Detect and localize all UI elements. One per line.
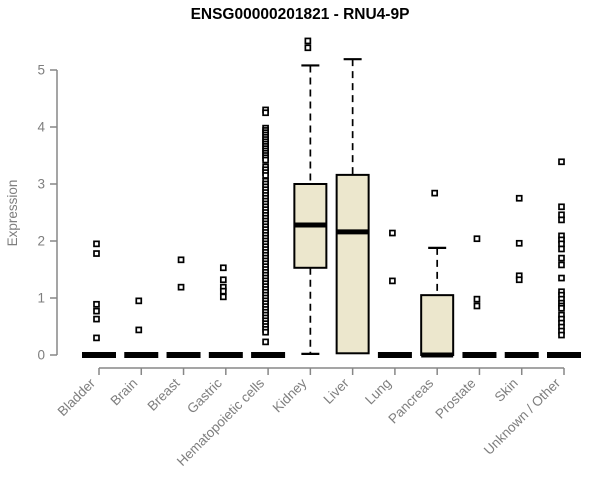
box-collapsed-prostate bbox=[462, 352, 497, 358]
outlier-point-hematopoietic-cells bbox=[262, 338, 269, 346]
x-tick-label-gastric: Gastric bbox=[184, 375, 225, 416]
outlier-point-unknown-other bbox=[558, 304, 565, 312]
outlier-point-hematopoietic-cells bbox=[262, 109, 269, 117]
outlier-point-unknown-other bbox=[558, 240, 565, 248]
outlier-point-pancreas bbox=[431, 189, 439, 197]
x-tick-label-kidney: Kidney bbox=[270, 375, 310, 415]
box-liver bbox=[335, 173, 370, 355]
outlier-point-bladder bbox=[93, 250, 100, 257]
outlier-point-bladder bbox=[93, 307, 100, 315]
y-tick-label: 4 bbox=[37, 120, 45, 135]
outlier-point-unknown-other bbox=[558, 211, 565, 219]
box-collapsed-hematopoietic-cells bbox=[251, 352, 286, 358]
chart-title: ENSG00000201821 - RNU4-9P bbox=[190, 6, 410, 23]
outlier-point-prostate bbox=[473, 235, 481, 243]
outlier-point-skin bbox=[515, 194, 523, 202]
outlier-point-unknown-other bbox=[558, 158, 565, 166]
outlier-point-unknown-other bbox=[558, 261, 565, 269]
outlier-point-unknown-other bbox=[558, 203, 565, 211]
outlier-point-gastric bbox=[219, 287, 227, 295]
box-collapsed-skin bbox=[504, 352, 539, 358]
outlier-point-kidney bbox=[304, 37, 312, 45]
y-tick-label: 0 bbox=[37, 348, 45, 363]
outlier-point-prostate bbox=[473, 302, 481, 310]
outlier-point-gastric bbox=[219, 264, 227, 272]
outlier-point-hematopoietic-cells bbox=[262, 172, 269, 179]
box-collapsed-breast bbox=[166, 352, 201, 358]
outlier-point-bladder bbox=[93, 240, 100, 248]
x-tick-label-bladder: Bladder bbox=[55, 375, 99, 419]
outlier-point-hematopoietic-cells bbox=[262, 156, 269, 164]
x-tick-label-lung: Lung bbox=[362, 376, 394, 408]
outlier-point-prostate bbox=[473, 295, 481, 303]
x-tick-label-prostate: Prostate bbox=[432, 376, 478, 422]
x-tick-label-pancreas: Pancreas bbox=[385, 375, 436, 426]
outlier-point-lung bbox=[389, 229, 396, 237]
box-pancreas bbox=[420, 294, 455, 356]
y-tick-label: 5 bbox=[37, 63, 45, 78]
x-tick-label-breast: Breast bbox=[144, 375, 182, 413]
outlier-point-gastric bbox=[219, 293, 227, 301]
box-collapsed-lung bbox=[377, 352, 412, 358]
box-collapsed-bladder bbox=[82, 352, 116, 358]
box-collapsed-unknown-other bbox=[547, 352, 581, 358]
outlier-point-skin bbox=[515, 239, 523, 247]
outlier-point-brain bbox=[135, 326, 143, 334]
y-tick-label: 2 bbox=[37, 234, 45, 249]
outlier-point-unknown-other bbox=[558, 331, 565, 339]
outlier-point-lung bbox=[389, 277, 396, 285]
outlier-point-gastric bbox=[219, 276, 227, 284]
outlier-point-unknown-other bbox=[558, 245, 565, 253]
x-tick-label-unknown-other: Unknown / Other bbox=[481, 375, 564, 458]
box-collapsed-gastric bbox=[208, 352, 243, 358]
outlier-point-unknown-other bbox=[558, 274, 565, 282]
outlier-point-unknown-other bbox=[558, 254, 565, 262]
outlier-point-hematopoietic-cells bbox=[262, 328, 269, 336]
outlier-point-skin bbox=[515, 276, 523, 284]
outlier-point-bladder bbox=[93, 334, 100, 342]
y-tick-label: 1 bbox=[37, 291, 45, 306]
outlier-point-bladder bbox=[93, 315, 100, 323]
x-tick-label-skin: Skin bbox=[492, 376, 521, 405]
outlier-point-brain bbox=[135, 297, 143, 305]
box-collapsed-brain bbox=[124, 352, 159, 358]
y-tick-label: 3 bbox=[37, 177, 45, 192]
x-tick-label-brain: Brain bbox=[108, 376, 141, 409]
outlier-point-breast bbox=[177, 256, 185, 264]
outlier-point-breast bbox=[177, 283, 185, 291]
x-tick-label-liver: Liver bbox=[320, 375, 352, 407]
outlier-point-bladder bbox=[93, 300, 100, 308]
outlier-point-kidney bbox=[304, 44, 312, 52]
outlier-point-unknown-other bbox=[558, 216, 565, 224]
